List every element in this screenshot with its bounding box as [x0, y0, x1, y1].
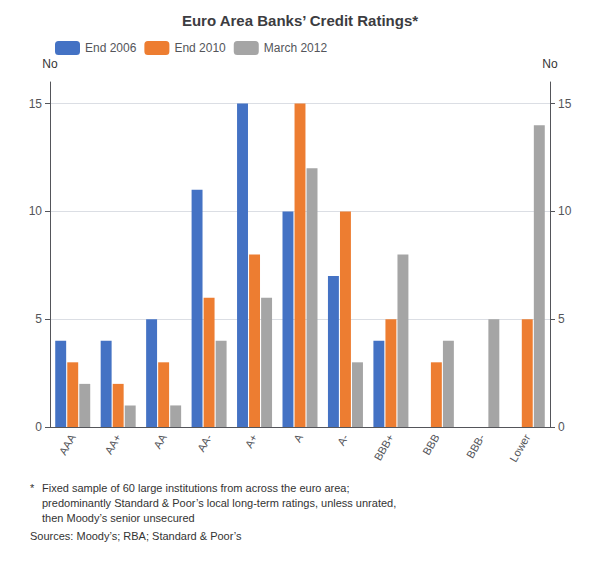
svg-text:10: 10	[558, 204, 572, 218]
svg-text:Euro Area Banks’ Credit Rating: Euro Area Banks’ Credit Ratings*	[182, 12, 418, 29]
svg-text:then Moody’s senior unsecured: then Moody’s senior unsecured	[42, 512, 195, 524]
svg-text:AA: AA	[151, 431, 169, 450]
svg-text:No: No	[42, 57, 58, 71]
svg-text:A+: A+	[242, 432, 259, 450]
svg-text:10: 10	[29, 204, 43, 218]
svg-text:15: 15	[558, 97, 572, 111]
svg-text:Fixed sample of 60 large insti: Fixed sample of 60 large institutions fr…	[42, 482, 350, 494]
svg-text:BBB: BBB	[420, 432, 441, 457]
svg-text:Sources: Moody’s; RBA; Standar: Sources: Moody’s; RBA; Standard & Poor’s	[30, 530, 242, 542]
svg-text:0: 0	[35, 420, 42, 434]
svg-text:AA-: AA-	[195, 432, 215, 454]
svg-text:BBB-: BBB-	[464, 432, 487, 460]
svg-text:End 2010: End 2010	[174, 41, 226, 55]
svg-text:0: 0	[558, 420, 565, 434]
svg-text:*: *	[30, 482, 35, 494]
svg-text:5: 5	[558, 312, 565, 326]
svg-text:predominantly Standard & Poor’: predominantly Standard & Poor’s local lo…	[42, 497, 396, 509]
svg-text:A: A	[291, 431, 305, 444]
svg-text:AAA: AAA	[57, 431, 79, 457]
svg-text:End 2006: End 2006	[85, 41, 137, 55]
svg-text:AA+: AA+	[102, 432, 123, 456]
svg-text:15: 15	[29, 97, 43, 111]
svg-text:BBB+: BBB+	[372, 432, 397, 463]
svg-text:No: No	[542, 57, 558, 71]
svg-text:A-: A-	[335, 432, 351, 448]
svg-text:5: 5	[35, 312, 42, 326]
svg-text:Lower: Lower	[507, 432, 533, 464]
svg-text:March 2012: March 2012	[264, 41, 328, 55]
